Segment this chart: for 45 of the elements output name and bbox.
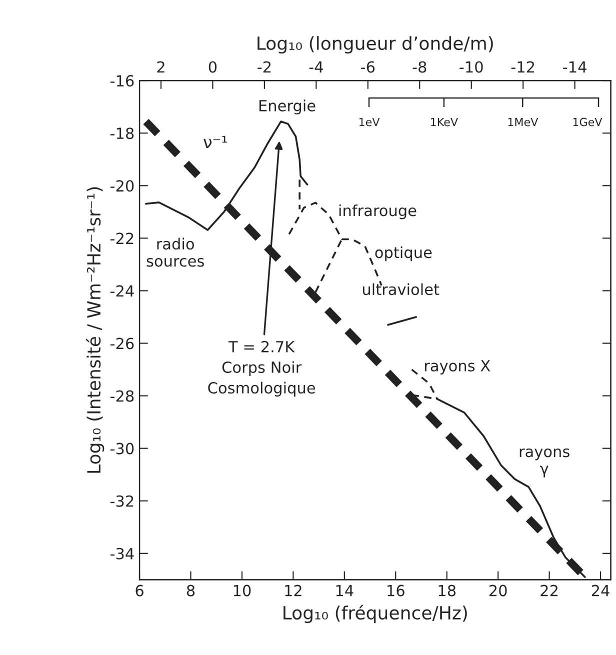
annotation: 1MeV	[508, 118, 538, 126]
x-tick-label: 12	[285, 584, 302, 596]
y-tick-label: -18	[110, 128, 134, 140]
y-axis-title: Log₁₀ (Intensité / Wm⁻²Hz⁻¹sr⁻¹)	[86, 187, 104, 473]
y-tick-label: -16	[110, 75, 134, 87]
x2-tick-label: -14	[563, 61, 586, 73]
annotation: 1eV	[359, 118, 380, 126]
annotation: rayons X	[425, 360, 490, 374]
x-tick-label: 22	[540, 584, 558, 596]
annotation: ν⁻¹	[204, 136, 227, 148]
y-tick-label: -34	[110, 548, 134, 560]
y-tick-label: -26	[110, 338, 134, 350]
annotation: radio sources	[146, 238, 204, 267]
y-tick-label: -24	[110, 285, 134, 297]
x-tick-label: 24	[592, 584, 610, 596]
x-axis-title: Log₁₀ (fréquence/Hz)	[284, 604, 467, 624]
y-tick-label: -22	[110, 232, 134, 244]
x2-tick-label: -6	[361, 61, 375, 73]
x-tick-label: 18	[438, 584, 456, 596]
annotation: 1KeV	[431, 118, 458, 126]
annotation: Energie	[259, 100, 316, 114]
x-tick-label: 8	[186, 584, 195, 596]
x2-tick-label: -10	[460, 61, 483, 73]
x2-tick-label: -2	[258, 61, 271, 73]
annotation: T = 2.7K Corps Noir Cosmologique	[208, 340, 316, 397]
x2-tick-label: 0	[208, 61, 217, 73]
y-tick-label: -32	[110, 495, 134, 507]
x2-axis-title: Log₁₀ (longueur d’onde/m)	[258, 36, 493, 54]
annotation: infrarouge	[339, 204, 416, 220]
x-tick-label: 16	[388, 584, 404, 596]
y-tick-label: -20	[110, 180, 134, 192]
x2-tick-label: 2	[157, 61, 164, 73]
annotation: 1GeV	[573, 118, 602, 126]
annotation: optique	[375, 246, 432, 262]
x2-tick-label: -8	[412, 61, 426, 73]
y-tick-label: -30	[110, 442, 134, 454]
x2-tick-label: -12	[511, 61, 534, 73]
annotation: rayons γ	[520, 448, 570, 478]
x-tick-label: 14	[336, 585, 354, 596]
annotation: ultraviolet	[362, 283, 440, 296]
x-tick-label: 10	[234, 584, 251, 596]
y-tick-label: -28	[110, 390, 134, 402]
x-tick-label: 6	[136, 584, 144, 596]
x-tick-label: 20	[489, 584, 507, 596]
x2-tick-label: -4	[309, 61, 323, 73]
